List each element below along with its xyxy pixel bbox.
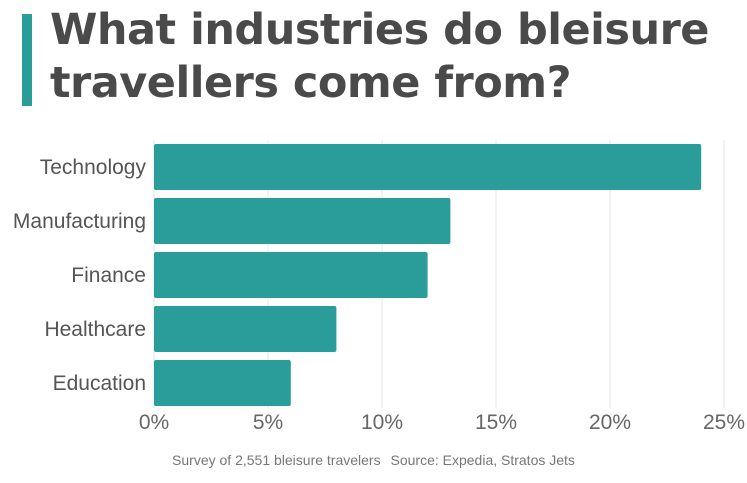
x-axis-tick-labels: 0% 5% 10% 15% 20% 25% (139, 411, 745, 434)
category-label: Healthcare (44, 318, 146, 341)
bar-technology (154, 144, 702, 190)
x-tick-label: 5% (253, 411, 283, 434)
category-label: Technology (40, 156, 147, 179)
x-tick-label: 20% (589, 411, 631, 434)
bar-healthcare (154, 306, 337, 352)
category-label: Finance (71, 264, 146, 287)
title-accent-bar (22, 14, 32, 106)
chart-footer: Survey of 2,551 bleisure travelers Sourc… (0, 452, 747, 468)
category-label: Education (53, 372, 146, 395)
source-note: Source: Expedia, Stratos Jets (390, 452, 575, 468)
bar-manufacturing (154, 198, 451, 244)
survey-note: Survey of 2,551 bleisure travelers (172, 452, 381, 468)
category-labels: Technology Manufacturing Finance Healthcare… (13, 156, 147, 395)
x-tick-label: 25% (703, 411, 745, 434)
bars (154, 144, 702, 406)
x-tick-label: 0% (139, 411, 169, 434)
x-tick-label: 15% (475, 411, 517, 434)
chart-title: What industries do bleisure travellers c… (50, 5, 709, 108)
category-label: Manufacturing (13, 210, 146, 233)
bar-education (154, 360, 291, 406)
bar-finance (154, 252, 428, 298)
x-tick-label: 10% (361, 411, 403, 434)
